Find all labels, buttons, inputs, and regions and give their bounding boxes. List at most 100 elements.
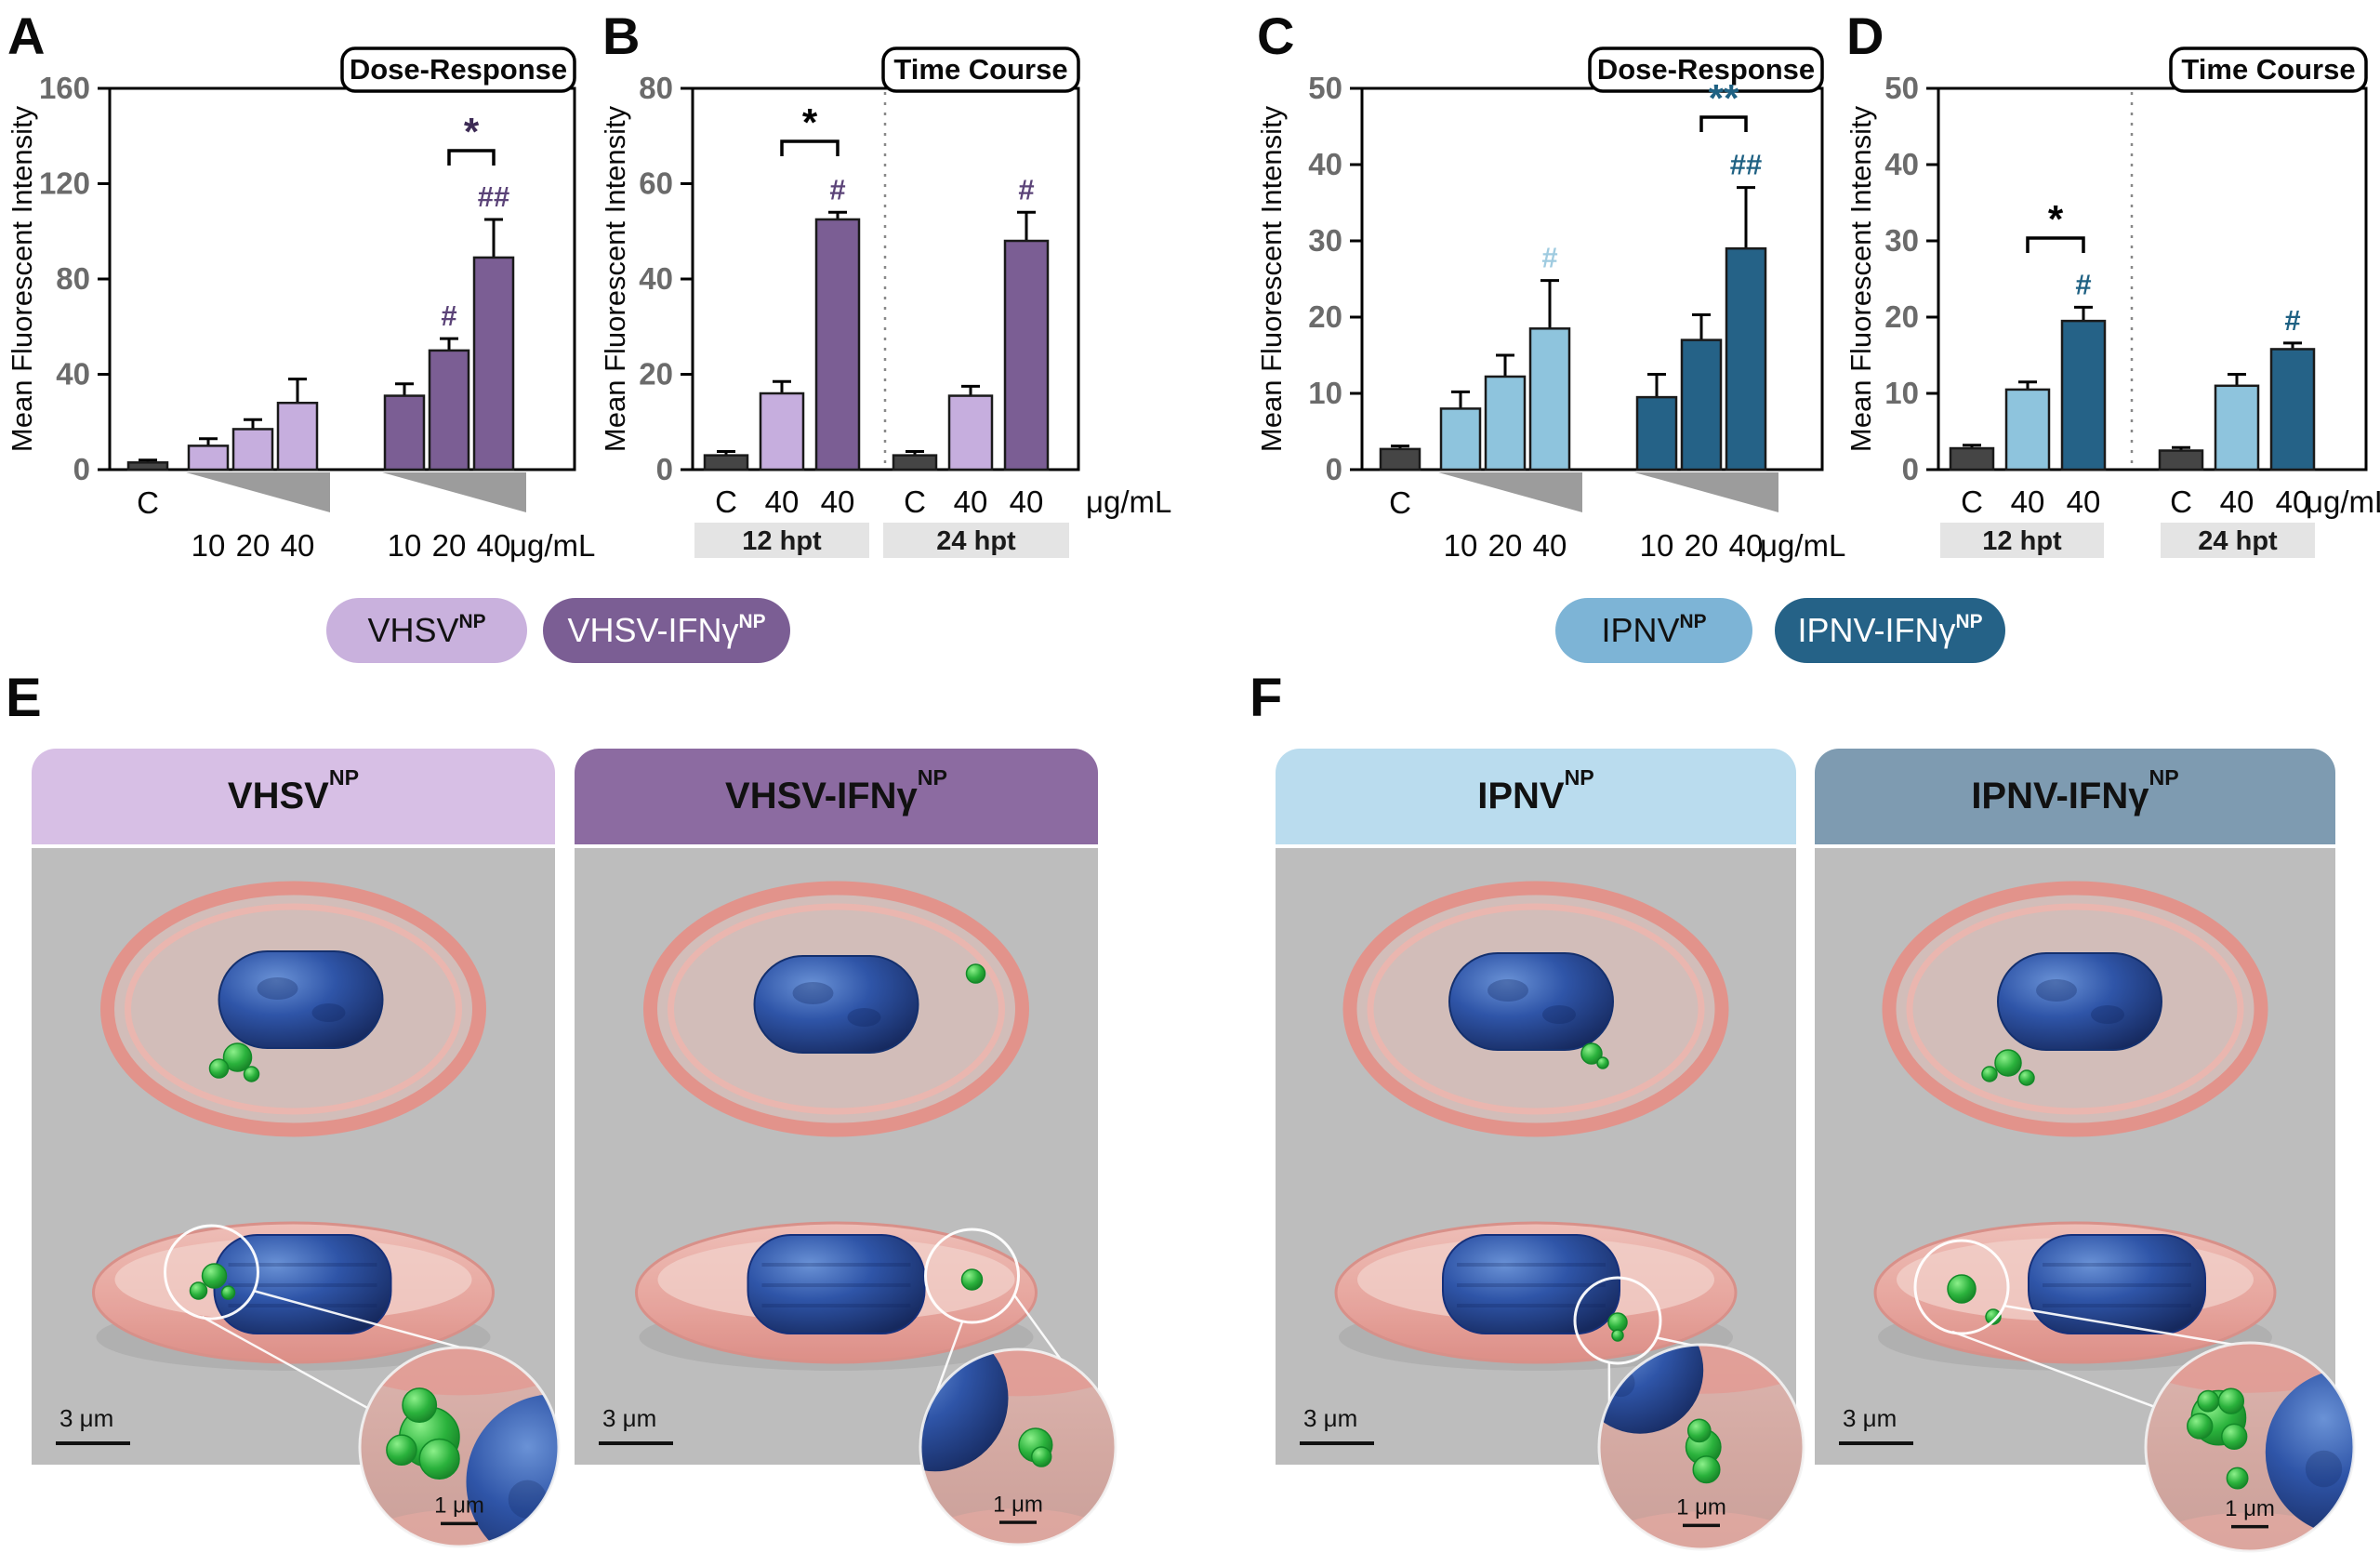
np-fluorescence-blob <box>1030 1446 1052 1467</box>
legend-pill-label: VHSV <box>367 611 459 649</box>
x-tick-label: 20 <box>1685 528 1719 563</box>
inset-scale-bar <box>1683 1523 1720 1528</box>
box-title-label: Dose-Response <box>350 53 567 86</box>
magnifier-connector <box>201 1315 371 1411</box>
y-tick-label: 60 <box>639 166 673 201</box>
np-fluorescence-blob <box>1692 1455 1721 1484</box>
bar-IPNV-NP <box>1484 375 1527 471</box>
np-fluorescence-blob <box>1994 1049 2022 1077</box>
magnifier-connector <box>1951 1330 2157 1409</box>
nucleus <box>753 955 919 1054</box>
y-tick-label: 40 <box>1308 147 1342 181</box>
scale-bar <box>1300 1441 1374 1445</box>
legend-pill-vhsv-ifng-np: VHSV-IFNγ NP <box>543 598 790 663</box>
bar-IPNV-IFNg-NP <box>1725 246 1767 471</box>
card-title-superscript: NP <box>2149 765 2179 790</box>
np-fluorescence-blob <box>1985 1308 2002 1325</box>
dose-wedge <box>1438 472 1582 512</box>
np-fluorescence-blob <box>1981 1066 1998 1082</box>
bar-Control <box>126 461 169 471</box>
micro-card-scene: 1 μm 3 μm <box>32 848 561 1548</box>
y-tick-label: 40 <box>1884 147 1919 181</box>
nucleus <box>2028 1234 2206 1334</box>
y-tick-label: 0 <box>656 452 673 486</box>
np-fluorescence-blob <box>2217 1387 2245 1414</box>
time-band-label: 12 hpt <box>742 526 822 556</box>
sig-label: # <box>2284 304 2300 337</box>
bar-VHSV-NP <box>187 445 230 471</box>
cell-side-view <box>635 1221 1038 1371</box>
magnified-region-circle <box>924 1228 1020 1324</box>
nucleus <box>747 1234 926 1334</box>
sig-label: # <box>2075 268 2091 300</box>
y-tick-label: 30 <box>1308 223 1342 258</box>
card-header-ipnv-ifng-np: IPNV-IFNγNP <box>1815 749 2335 844</box>
inset-scale-bar <box>999 1520 1037 1524</box>
legend-pill-label: IPNV <box>1601 611 1680 649</box>
time-band-label: 12 hpt <box>1982 526 2062 556</box>
time-band <box>2161 523 2315 558</box>
x-tick-label: C <box>2170 484 2192 519</box>
x-tick-label: 20 <box>236 528 271 563</box>
nucleus-magnified <box>2265 1369 2354 1536</box>
inset-scale-bar-label: 1 μm <box>1676 1495 1726 1520</box>
np-fluorescence-blob <box>220 1285 236 1300</box>
cell-side-view <box>1873 1221 2277 1371</box>
card-title: IPNV <box>1477 776 1565 816</box>
x-tick-label: 10 <box>388 528 422 563</box>
x-tick-label: 40 <box>2011 484 2045 519</box>
x-tick-label: C <box>715 484 737 519</box>
magnified-region-circle <box>164 1224 259 1321</box>
bracket-label: * <box>464 110 480 153</box>
np-fluorescence-blob <box>208 1058 230 1079</box>
sig-label: # <box>1018 173 1034 206</box>
x-tick-label: 10 <box>192 528 226 563</box>
magnified-region-circle <box>1913 1239 2010 1335</box>
x-tick-label: 40 <box>954 484 988 519</box>
box-title <box>340 46 576 93</box>
dose-wedge <box>186 472 330 512</box>
x-tick-label: C <box>1389 485 1411 520</box>
legend-pill-ipnv-np: IPNV NP <box>1555 598 1752 663</box>
y-tick-label: 160 <box>39 71 90 105</box>
np-fluorescence-blob <box>402 1387 438 1424</box>
bar-VHSV-IFNg-NP <box>472 256 515 471</box>
x-tick-label: 40 <box>765 484 800 519</box>
x-tick-label: 40 <box>477 528 511 563</box>
x-tick-label: 40 <box>1533 528 1567 563</box>
x-unit-label: μg/mL <box>1760 528 1845 563</box>
y-tick-label: 0 <box>73 452 90 486</box>
sig-label: # <box>829 173 845 206</box>
sig-bracket <box>1699 115 1748 132</box>
legend-pill-ipnv-ifng-np: IPNV-IFNγ NP <box>1775 598 2005 663</box>
bar-VHSV-NP <box>759 392 805 471</box>
card-title: VHSV-IFNγ <box>725 776 918 816</box>
y-tick-label: 80 <box>56 261 90 296</box>
card-title-superscript: NP <box>328 765 360 790</box>
x-tick-label: 40 <box>2067 484 2101 519</box>
bar-Control <box>1379 447 1421 471</box>
micro-card-scene: 1 μm 3 μm <box>1815 848 2356 1553</box>
magnified-region-circle <box>1573 1276 1662 1365</box>
y-tick-label: 40 <box>639 261 673 296</box>
x-tick-label: 10 <box>1444 528 1478 563</box>
scale-bar <box>56 1441 130 1445</box>
sig-label: # <box>441 299 456 332</box>
x-tick-label: 40 <box>281 528 315 563</box>
y-tick-label: 120 <box>39 166 90 201</box>
y-tick-label: 50 <box>1884 71 1919 105</box>
x-unit-label: μg/mL <box>1086 484 1171 519</box>
panel-letter-E: E <box>6 668 42 728</box>
bar-VHSV-NP <box>276 402 319 471</box>
inset-scale-bar <box>2231 1524 2268 1529</box>
x-tick-label: C <box>904 484 926 519</box>
magnifier-connector <box>1012 1294 1064 1362</box>
bar-VHSV-IFNg-NP <box>814 218 861 471</box>
np-fluorescence-blob <box>1580 1042 1603 1065</box>
bar-IPNV-NP <box>2004 388 2051 471</box>
card-title-superscript: NP <box>917 765 947 790</box>
panel-letter-F: F <box>1250 668 1283 728</box>
np-fluorescence-blob <box>386 1434 417 1467</box>
